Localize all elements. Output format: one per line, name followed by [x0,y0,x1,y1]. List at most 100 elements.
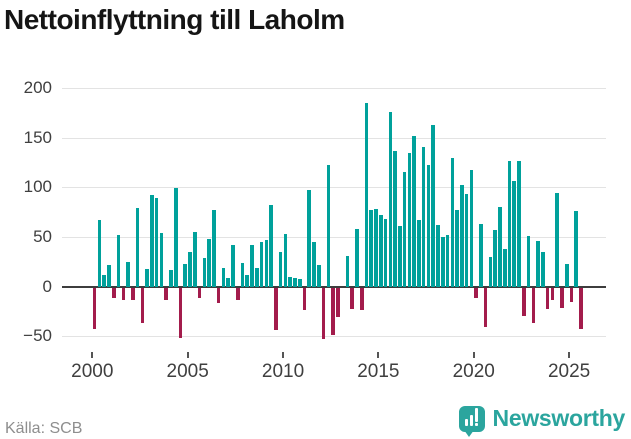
bar-2001Q1 [111,287,116,298]
bar-2019Q2 [460,185,464,287]
bar-2018Q3 [445,235,450,287]
bar-2012Q1 [321,287,326,340]
y-axis-label-200: 200 [23,77,52,97]
bar-2003Q3 [159,233,164,287]
bar-2013Q2 [345,255,350,287]
bar-2007Q4 [240,262,245,287]
bar-2004Q3 [178,287,183,339]
bar-2010Q3 [293,277,297,287]
bar-2016Q2 [402,172,407,287]
x-axis-tick-2020 [472,352,475,358]
bar-2004Q4 [183,263,188,287]
y-axis-label-150: 150 [23,127,52,147]
bar-2011Q1 [302,287,307,310]
y-axis-label--50: −50 [23,326,52,346]
bar-2015Q2 [383,219,388,287]
bar-2025Q1 [569,287,574,302]
x-axis-tick-2015 [377,352,380,358]
bar-2021Q3 [502,248,507,287]
x-axis-label-2015: 2015 [357,361,400,382]
bar-2021Q2 [498,207,502,287]
bar-2009Q1 [264,239,269,287]
x-axis-label-2020: 2020 [452,361,495,382]
bar-2005Q2 [193,232,197,287]
bar-2015Q4 [393,150,397,287]
bar-2000Q3 [102,274,107,287]
bar-2018Q4 [450,158,455,287]
bar-2011Q3 [312,241,316,287]
bar-2011Q4 [316,264,321,287]
bar-2017Q4 [431,124,436,287]
bar-2004Q1 [169,269,173,287]
bar-2024Q3 [560,287,564,308]
bar-2019Q1 [455,210,459,287]
bar-2022Q4 [526,236,531,287]
newsworthy-badge-icon [458,405,485,437]
bar-2000Q2 [97,220,102,287]
bar-2005Q1 [188,251,192,287]
bar-2009Q3 [274,287,278,331]
gridline-50 [62,237,606,238]
bar-2001Q4 [126,261,130,287]
bar-2004Q2 [173,188,178,287]
bar-2000Q4 [107,264,111,287]
gridline-100 [62,187,606,189]
bar-2017Q1 [417,220,421,287]
bar-2017Q3 [426,165,431,287]
bar-2011Q2 [307,190,312,287]
chart-title: Nettoinflyttning till Laholm [4,4,345,35]
gridline-150 [62,137,606,139]
y-axis-label-100: 100 [23,177,52,197]
bar-2014Q2 [364,102,369,287]
bar-2021Q1 [493,230,497,287]
bar-2005Q4 [202,257,207,287]
bar-2007Q3 [235,287,240,300]
x-axis-label-2010: 2010 [261,361,305,382]
bar-2008Q2 [250,244,254,287]
bar-2023Q4 [545,287,550,309]
bar-2018Q2 [440,237,445,287]
bar-2023Q1 [531,287,536,324]
bar-2009Q2 [269,205,273,287]
bar-2015Q1 [378,215,383,287]
gridline-200 [62,87,606,89]
bar-2023Q2 [536,240,540,287]
bar-2003Q1 [150,195,154,287]
x-axis-tick-2025 [568,352,571,358]
bar-2024Q4 [564,263,569,287]
bar-2016Q1 [398,226,402,287]
bar-2014Q4 [374,209,378,287]
logo-wordmark: Newsworthy [492,405,626,431]
gridline--50 [62,336,606,338]
bar-2001Q3 [121,287,126,300]
newsworthy-logo: Newsworthy [458,405,626,437]
bar-2010Q4 [297,278,302,287]
x-axis-label-2005: 2005 [166,361,209,382]
bar-2020Q4 [488,256,493,287]
bar-2002Q2 [135,208,140,287]
bar-2021Q4 [507,161,512,287]
bar-2019Q4 [469,170,474,287]
bar-2012Q4 [336,287,340,317]
y-axis-label-50: 50 [33,227,52,246]
bar-2000Q1 [92,287,97,330]
bar-2007Q2 [231,244,235,287]
bar-2012Q2 [326,165,331,287]
bar-2002Q4 [145,268,149,287]
bar-2019Q3 [464,194,469,287]
bar-2001Q2 [116,235,121,287]
bar-2013Q3 [350,287,354,309]
x-axis-label-2000: 2000 [71,361,114,382]
bar-2008Q3 [255,267,259,287]
bar-2008Q4 [259,241,264,287]
bar-2010Q2 [288,276,292,287]
bar-2020Q2 [479,224,483,287]
bar-2016Q4 [412,135,416,287]
bar-2016Q3 [407,152,412,287]
bar-2015Q3 [388,111,393,287]
bar-2006Q1 [207,238,211,287]
bar-2025Q2 [574,211,579,287]
bar-2003Q2 [154,198,159,287]
bar-2010Q1 [283,234,288,287]
